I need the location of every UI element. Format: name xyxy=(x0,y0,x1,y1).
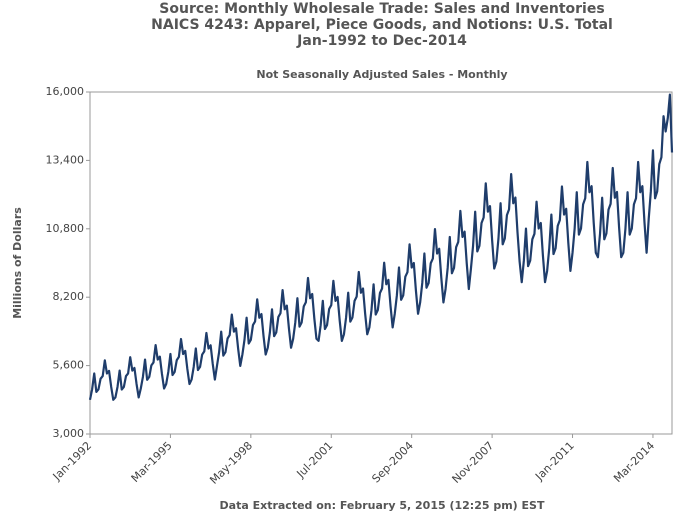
x-tick-label: Nov-2007 xyxy=(450,439,497,486)
footer: Data Extracted on: February 5, 2015 (12:… xyxy=(220,499,545,512)
series-line xyxy=(88,93,674,401)
x-tick-label: Sep-2004 xyxy=(369,439,415,485)
chart-title: Source: Monthly Wholesale Trade: Sales a… xyxy=(159,1,604,17)
y-tick-label: 5,600 xyxy=(53,359,85,372)
x-tick-label: Jan-1992 xyxy=(50,439,94,483)
plot-frame xyxy=(89,91,673,435)
y-tick-label: 13,400 xyxy=(46,153,85,166)
x-tick-label: Mar-1995 xyxy=(129,439,175,485)
y-tick-label: 8,200 xyxy=(53,290,85,303)
y-tick-label: 3,000 xyxy=(53,427,85,440)
x-tick-label: Jul-2001 xyxy=(294,439,336,481)
chart-subtitle: Not Seasonally Adjusted Sales - Monthly xyxy=(256,68,507,81)
y-tick-label: 16,000 xyxy=(46,85,85,98)
y-axis-label: Millions of Dollars xyxy=(11,207,24,319)
x-tick-label: Jan-2011 xyxy=(532,439,576,483)
chart-title: NAICS 4243: Apparel, Piece Goods, and No… xyxy=(151,17,613,33)
x-tick-label: Mar-2014 xyxy=(611,439,657,485)
y-tick-label: 10,800 xyxy=(46,222,85,235)
chart-title: Jan-1992 to Dec-2014 xyxy=(296,33,467,49)
x-tick-label: May-1998 xyxy=(207,439,255,487)
